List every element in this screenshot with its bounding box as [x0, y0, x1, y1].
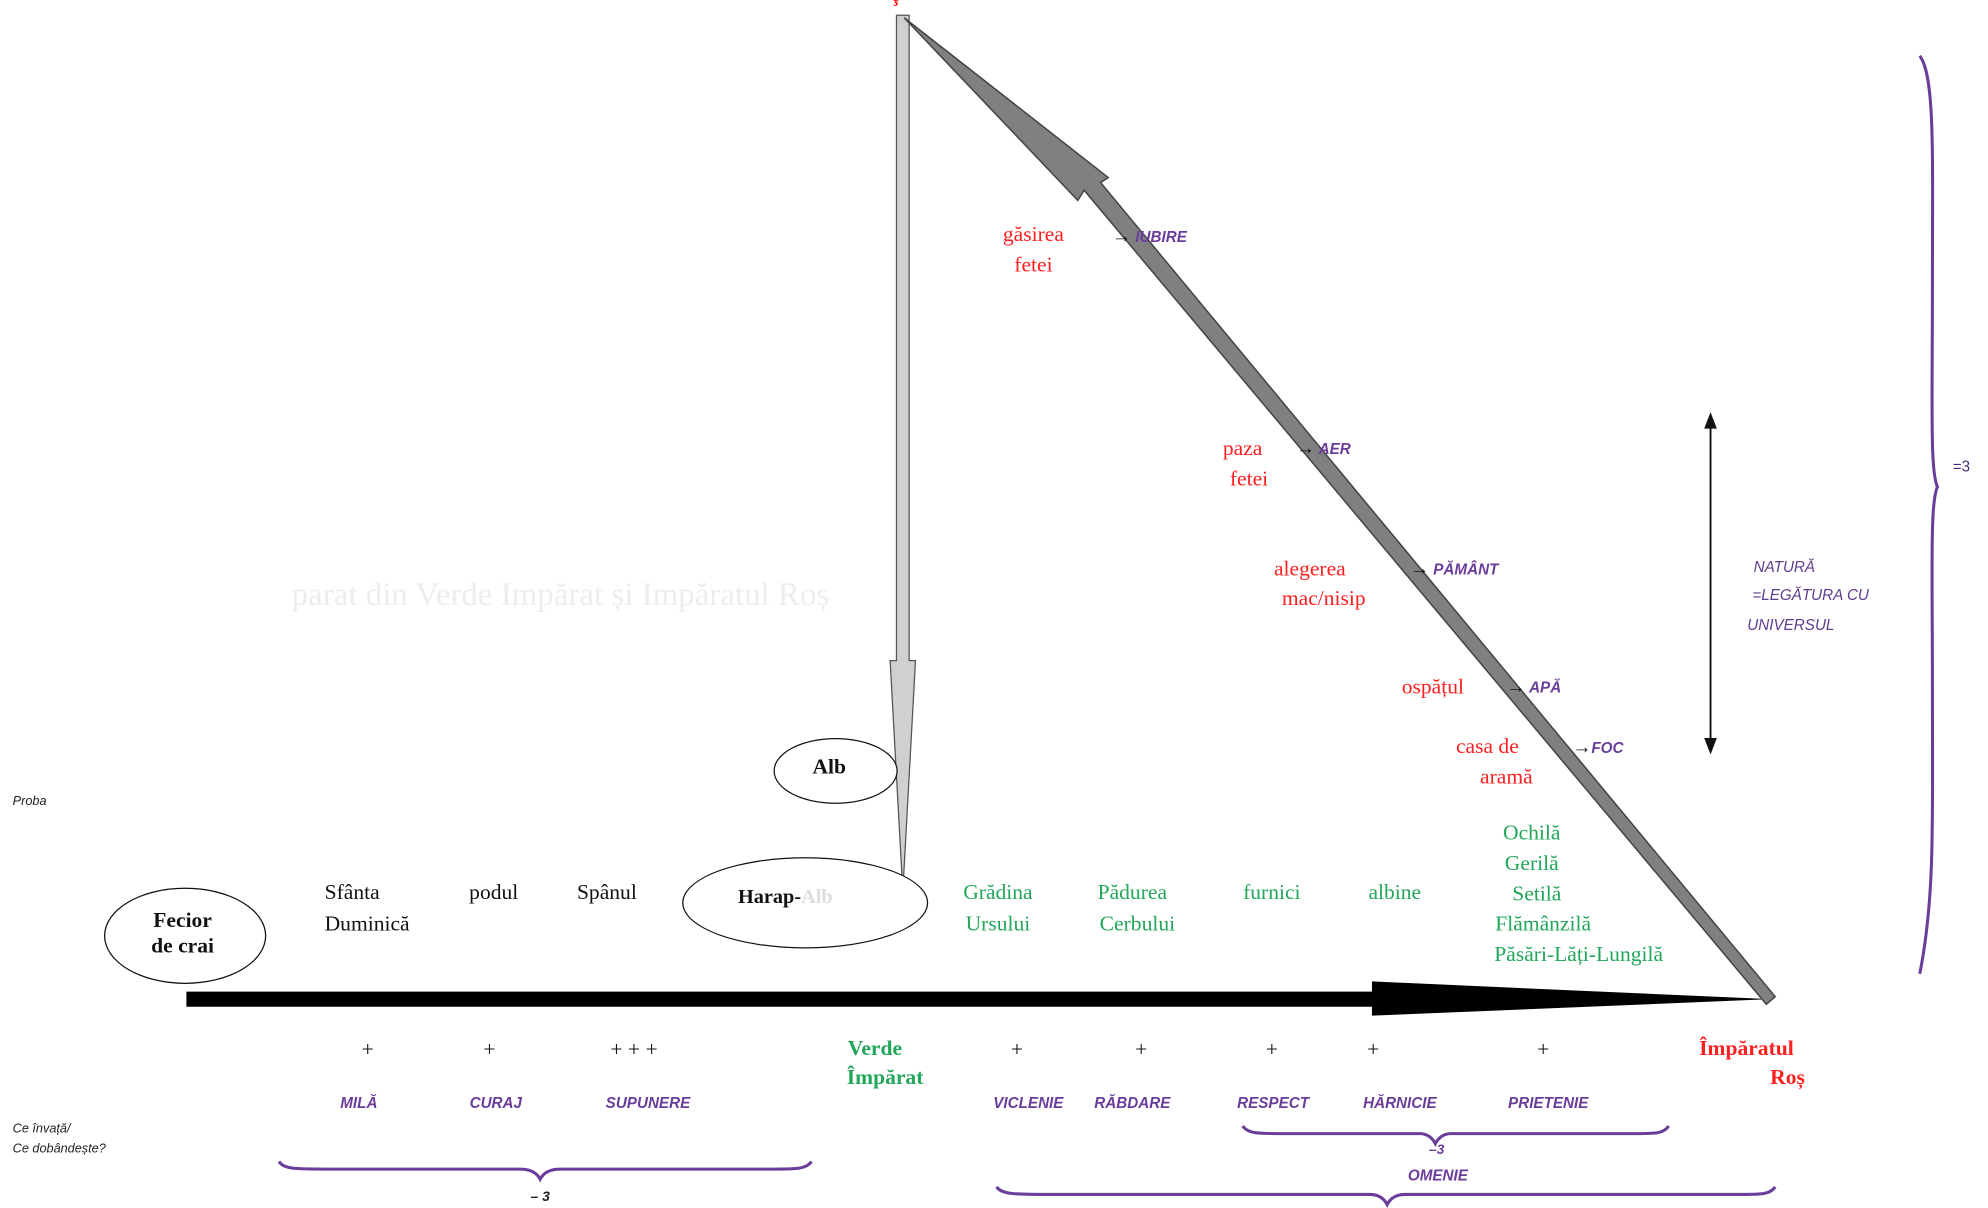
- element-apa-text: APĂ: [1529, 678, 1562, 697]
- trial-spanul: Spânul: [576, 879, 637, 905]
- trial-sfanta-duminica-1: Sfânta: [324, 879, 380, 905]
- companion-ochila: Ochilă: [1503, 820, 1561, 845]
- virtue-prietenie: PRIETENIE: [1508, 1094, 1589, 1113]
- arrow-glyph: →: [1112, 225, 1132, 248]
- element-aer: → AER: [1296, 437, 1351, 459]
- plus-rabdare: +: [1135, 1037, 1148, 1062]
- companion-gerila: Gerilă: [1504, 850, 1559, 875]
- trial-gradina-1: Grădina: [963, 879, 1033, 905]
- brace-left: [277, 1160, 813, 1183]
- alb-part: Alb: [801, 886, 833, 908]
- virtue-respect: RESPECT: [1237, 1094, 1310, 1113]
- harap-part: Harap-: [737, 886, 802, 908]
- trial-podul: podul: [469, 879, 519, 905]
- trial-gradina-2: Ursului: [965, 911, 1031, 936]
- arrow-glyph: →: [1506, 675, 1526, 698]
- plus-respect: +: [1265, 1037, 1278, 1062]
- imparatul-ros-1: Împăratul: [1699, 1035, 1794, 1061]
- arrow-glyph: →: [1410, 557, 1430, 580]
- main-timeline-arrow: [186, 981, 1771, 1016]
- virtue-harnicie: HĂRNICIE: [1363, 1094, 1437, 1113]
- element-pamant-text: PĂMÂNT: [1433, 560, 1499, 579]
- arrow-glyph: →: [1572, 736, 1592, 759]
- nature-double-arrow: [1704, 412, 1717, 755]
- top-mark: ţ: [891, 0, 898, 7]
- vertical-descent-arrow: [889, 14, 917, 892]
- test-gasirea-2: fetei: [1014, 252, 1053, 277]
- right-brace-label: =3: [1952, 457, 1971, 476]
- trial-furnici: furnici: [1243, 879, 1301, 905]
- virtue-mila: MILĂ: [340, 1094, 378, 1113]
- verde-imparat-2: Împărat: [846, 1065, 924, 1090]
- virtue-viclenie: VICLENIE: [993, 1094, 1064, 1113]
- element-pamant: → PĂMÂNT: [1410, 558, 1498, 580]
- plus-curaj: +: [483, 1037, 496, 1062]
- brace-left-label: – 3: [530, 1189, 550, 1205]
- start-ellipse: [103, 887, 267, 984]
- test-gasirea-1: găsirea: [1002, 221, 1064, 246]
- start-label-2: de crai: [151, 933, 215, 958]
- plus-prietenie: +: [1537, 1037, 1550, 1062]
- test-ospatul: ospățul: [1401, 674, 1464, 699]
- trial-sfanta-duminica-2: Duminică: [324, 911, 410, 936]
- verde-imparat-1: Verde: [847, 1035, 903, 1061]
- arrow-glyph: →: [1295, 437, 1315, 460]
- plus-supunere: + + +: [610, 1037, 658, 1062]
- nature-line-2: =LEGĂTURA CU: [1752, 585, 1869, 604]
- element-foc: →FOC: [1572, 737, 1623, 759]
- companion-setila: Setilă: [1512, 881, 1562, 906]
- learns-label-1: Ce învață/: [12, 1122, 71, 1137]
- test-alegerea-1: alegerea: [1273, 556, 1346, 581]
- omenie-label: OMENIE: [1407, 1166, 1468, 1185]
- imparatul-ros-2: Roș: [1770, 1065, 1805, 1090]
- virtue-supunere: SUPUNERE: [605, 1094, 691, 1113]
- companion-flamanzila: Flămânzilă: [1495, 911, 1592, 936]
- nature-line-3: UNIVERSUL: [1747, 616, 1835, 634]
- probe-label: Proba: [12, 795, 47, 809]
- element-iubire-text: IUBIRE: [1135, 228, 1187, 246]
- test-casa-2: aramă: [1480, 764, 1533, 789]
- start-label-1: Fecior: [153, 907, 212, 932]
- element-iubire: → IUBIRE: [1112, 226, 1187, 248]
- right-brace: [1918, 54, 1940, 975]
- plus-viclenie: +: [1010, 1037, 1024, 1062]
- harap-alb-ellipse: [682, 857, 929, 949]
- harap-alb-label: Harap-Alb: [738, 886, 833, 909]
- trial-padurea-1: Pădurea: [1097, 879, 1168, 905]
- virtue-rabdare: RĂBDARE: [1094, 1094, 1171, 1113]
- faded-background-text: parat din Verde Impărat și Impăratul Roș: [291, 575, 830, 613]
- element-foc-text: FOC: [1591, 739, 1624, 757]
- learns-label-2: Ce dobândește?: [12, 1142, 106, 1157]
- test-alegerea-2: mac/nisip: [1281, 585, 1366, 610]
- virtue-curaj: CURAJ: [469, 1094, 522, 1113]
- plus-harnicie: +: [1367, 1037, 1380, 1062]
- element-apa: → APĂ: [1506, 676, 1561, 698]
- test-casa-1: casa de: [1455, 734, 1519, 759]
- brace-right-label: –3: [1428, 1142, 1445, 1158]
- alb-label: Alb: [812, 754, 847, 779]
- companion-pasari: Păsări-Lăți-Lungilă: [1494, 942, 1664, 967]
- trial-padurea-2: Cerbului: [1099, 911, 1176, 936]
- element-aer-text: AER: [1318, 439, 1351, 458]
- alb-ellipse: [773, 737, 898, 804]
- test-paza-2: fetei: [1229, 466, 1269, 491]
- nature-line-1: NATURĂ: [1753, 557, 1816, 576]
- test-paza-1: paza: [1222, 436, 1263, 461]
- brace-right-inner: [1241, 1125, 1670, 1148]
- diagonal-ascent-arrow: [903, 17, 1777, 1006]
- trial-albine: albine: [1368, 879, 1422, 905]
- plus-mila: +: [361, 1037, 374, 1062]
- brace-right-outer: [995, 1185, 1777, 1208]
